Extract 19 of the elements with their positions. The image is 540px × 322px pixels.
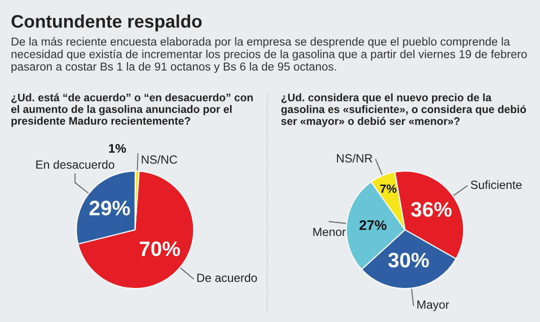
chart-subtitle: De la más reciente encuesta elaborada por la empresa se desprende que el pueblo comprende la necesidad que existía de incrementar los precios de la gasolina que a partir del viernes 19 de febrero pasaron a costar Bs 1 la de 91 octanos y Bs 6 la de 95 octanos.	[12, 37, 527, 73]
text: ¿Ud. está “de acuerdo” o “en desacuerdo” con el aumento de la gasolina anunciado por el presidente Maduro recientemente?	[11, 93, 253, 127]
slice-label: De acuerdo	[197, 273, 257, 282]
data-label: 30%	[388, 252, 429, 268]
slice-label: NS/NR	[336, 154, 372, 163]
slice-label: Menor	[313, 228, 346, 236]
data-label: 36%	[411, 202, 452, 217]
data-label: 7%	[380, 184, 397, 193]
text: ¿Ud. considera que el nuevo precio de la gasolina es «suficiente», o considera que debió ser «mayor» o debió ser «menor»?	[281, 93, 526, 128]
slice-label: Mayor	[417, 300, 450, 312]
data-label: 27%	[359, 220, 386, 230]
slice-label: Suficiente	[470, 180, 522, 189]
slice-label: En desacuerdo	[36, 160, 114, 169]
data-label: 29%	[90, 200, 130, 216]
data-label: 70%	[140, 241, 180, 256]
slice-label: NS/NC	[142, 155, 178, 164]
data-label: 1%	[109, 144, 126, 153]
pie-slice	[77, 170, 194, 290]
chart-title: Contundente respaldo	[12, 14, 202, 32]
